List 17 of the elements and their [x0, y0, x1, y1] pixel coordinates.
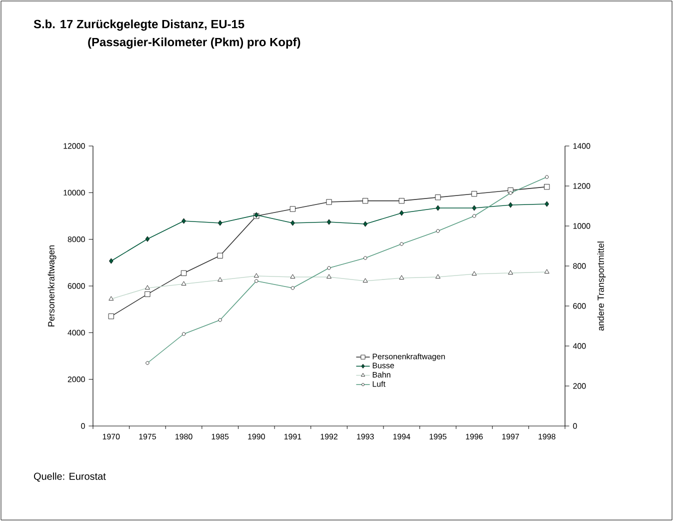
y2-axis-title: andere Transportmittel: [597, 242, 606, 331]
point: [436, 205, 440, 211]
chart-subtitle: (Passagier-Kilometer (Pkm) pro Kopf): [88, 38, 300, 49]
point: [218, 220, 222, 226]
point: [145, 236, 150, 242]
point: [472, 205, 476, 211]
point: [109, 258, 114, 264]
chart-title: S.b. 17 Zurückgelegte Distanz, EU-15: [34, 20, 244, 31]
y-axis-title: Personenkraftwagen: [48, 245, 56, 326]
point: [290, 220, 295, 226]
point: [399, 210, 404, 216]
point: [326, 219, 332, 225]
point: [182, 218, 186, 224]
point: [363, 221, 368, 227]
point: [508, 202, 513, 208]
source-note: Quelle: Eurostat: [34, 472, 106, 482]
point: [544, 201, 549, 207]
